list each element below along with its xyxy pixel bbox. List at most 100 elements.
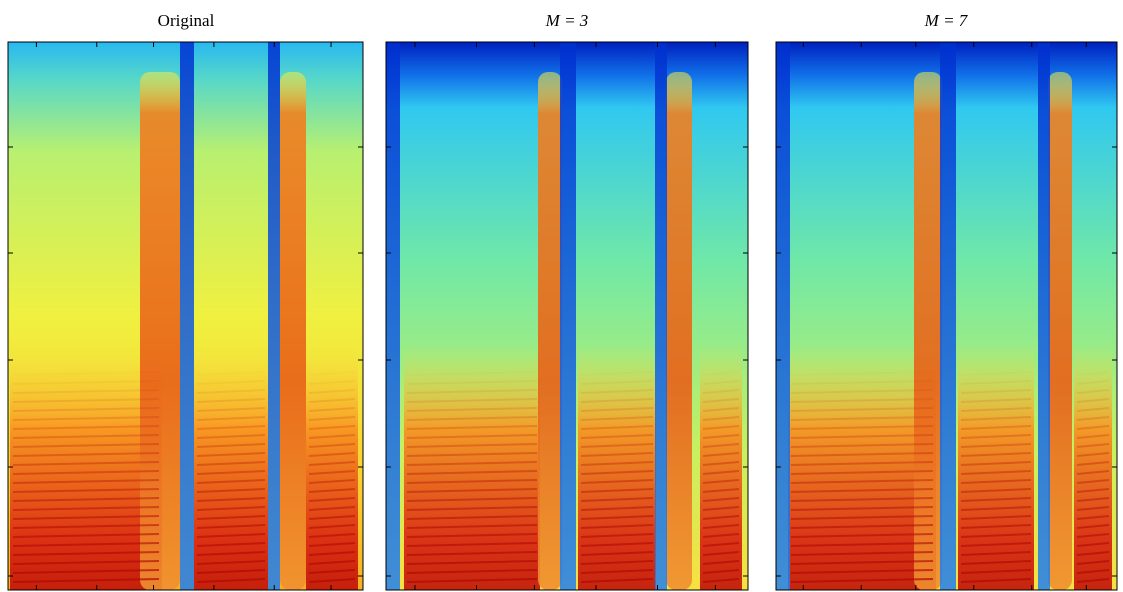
harmonic-stripe: [1076, 488, 1110, 493]
harmonic-stripe: [12, 560, 160, 565]
harmonic-stripe: [1076, 380, 1110, 385]
harmonic-stripe: [702, 389, 740, 394]
harmonic-region: [788, 343, 936, 590]
harmonic-stripe: [196, 380, 266, 385]
harmonic-stripe: [196, 569, 266, 574]
harmonic-stripe: [308, 425, 356, 430]
harmonic-stripe: [196, 497, 266, 502]
formant-band: [666, 72, 692, 590]
harmonic-stripe: [790, 551, 934, 556]
harmonic-stripe: [12, 506, 160, 511]
harmonic-stripe: [960, 560, 1032, 565]
harmonic-stripe: [702, 443, 740, 448]
harmonic-stripe: [308, 407, 356, 412]
harmonic-stripe: [702, 425, 740, 430]
harmonic-stripe: [960, 497, 1032, 502]
harmonic-stripe: [12, 407, 160, 412]
harmonic-stripe: [406, 515, 538, 520]
harmonic-region: [1074, 343, 1112, 590]
harmonic-stripe: [1076, 578, 1110, 583]
harmonic-stripe: [308, 569, 356, 574]
harmonic-stripe: [406, 578, 538, 583]
harmonic-stripe: [12, 479, 160, 484]
harmonic-stripe: [12, 515, 160, 520]
harmonic-stripe: [790, 488, 934, 493]
harmonic-stripe: [406, 551, 538, 556]
harmonic-stripe: [12, 551, 160, 556]
harmonic-stripe: [196, 479, 266, 484]
harmonic-stripe: [580, 380, 654, 385]
harmonic-stripe: [196, 542, 266, 547]
harmonic-stripe: [960, 470, 1032, 475]
harmonic-stripe: [702, 470, 740, 475]
harmonic-stripe: [308, 542, 356, 547]
harmonic-stripe: [12, 443, 160, 448]
harmonic-stripe: [12, 461, 160, 466]
harmonic-stripe: [12, 578, 160, 583]
formant-band: [914, 72, 942, 590]
harmonic-stripe: [406, 470, 538, 475]
harmonic-stripe: [308, 380, 356, 385]
harmonic-region: [958, 343, 1034, 590]
harmonic-stripe: [960, 389, 1032, 394]
harmonic-stripe: [960, 461, 1032, 466]
harmonic-stripe: [580, 470, 654, 475]
harmonic-stripe: [12, 416, 160, 421]
harmonic-stripe: [406, 425, 538, 430]
harmonic-stripe: [702, 578, 740, 583]
harmonic-stripe: [790, 497, 934, 502]
harmonic-stripe: [1076, 551, 1110, 556]
harmonic-stripe: [580, 515, 654, 520]
harmonic-stripe: [308, 389, 356, 394]
harmonic-stripe: [702, 569, 740, 574]
harmonic-stripe: [960, 479, 1032, 484]
harmonic-stripe: [196, 578, 266, 583]
harmonic-stripe: [196, 470, 266, 475]
harmonic-stripe: [308, 470, 356, 475]
harmonic-stripe: [406, 488, 538, 493]
harmonic-stripe: [308, 533, 356, 538]
formant-band: [140, 72, 180, 590]
harmonic-stripe: [196, 461, 266, 466]
harmonic-stripe: [790, 479, 934, 484]
harmonic-stripe: [702, 416, 740, 421]
harmonic-stripe: [960, 398, 1032, 403]
harmonic-stripe: [702, 524, 740, 529]
harmonic-stripe: [1076, 560, 1110, 565]
harmonic-stripe: [1076, 398, 1110, 403]
harmonic-stripe: [12, 488, 160, 493]
harmonic-stripe: [196, 452, 266, 457]
harmonic-stripe: [308, 515, 356, 520]
harmonic-stripe: [580, 560, 654, 565]
harmonic-stripe: [406, 443, 538, 448]
harmonic-stripe: [308, 443, 356, 448]
formant-band: [1048, 72, 1072, 590]
harmonic-stripe: [12, 524, 160, 529]
harmonic-stripe: [308, 416, 356, 421]
harmonic-stripe: [702, 497, 740, 502]
harmonic-stripe: [308, 578, 356, 583]
formant-band: [280, 72, 306, 590]
harmonic-stripe: [196, 434, 266, 439]
harmonic-stripe: [308, 452, 356, 457]
harmonic-stripe: [790, 578, 934, 583]
harmonic-region: [194, 343, 268, 590]
harmonic-stripe: [790, 416, 934, 421]
silence-band: [560, 42, 576, 590]
harmonic-stripe: [702, 533, 740, 538]
harmonic-stripe: [406, 434, 538, 439]
harmonic-stripe: [790, 398, 934, 403]
harmonic-stripe: [580, 461, 654, 466]
harmonic-stripe: [406, 533, 538, 538]
harmonic-stripe: [308, 497, 356, 502]
harmonic-stripe: [308, 506, 356, 511]
harmonic-stripe: [196, 515, 266, 520]
harmonic-stripe: [702, 515, 740, 520]
harmonic-stripe: [702, 479, 740, 484]
harmonic-stripe: [702, 560, 740, 565]
harmonic-stripe: [12, 434, 160, 439]
harmonic-stripe: [580, 506, 654, 511]
harmonic-stripe: [12, 398, 160, 403]
harmonic-stripe: [790, 515, 934, 520]
